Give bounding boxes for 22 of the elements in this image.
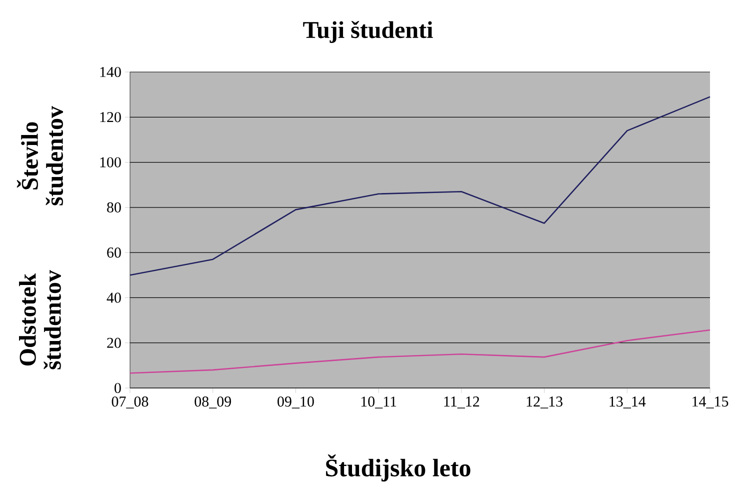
x-tick-label: 13_14 — [610, 396, 646, 408]
x-axis-title: Študijsko leto — [326, 454, 470, 482]
x-tick-label: 11_12 — [444, 396, 480, 408]
chart-title: Tuji študenti — [303, 20, 433, 44]
x-tick-label: 12_13 — [526, 396, 562, 408]
y-tick-label: 100 — [100, 157, 121, 168]
y-tick-label: 140 — [100, 66, 121, 78]
y-tick-label: 60 — [107, 248, 121, 258]
x-tick-label: 07_08 — [112, 396, 148, 408]
line-series — [129, 96, 711, 276]
y-axis-title: Število študentov — [16, 106, 64, 206]
x-tick-label: 09_10 — [278, 396, 314, 408]
y-tick-label: 0 — [114, 382, 121, 394]
y-tick-label: 40 — [106, 292, 121, 303]
x-tick-label: 08_09 — [194, 396, 231, 408]
y-tick-label: 120 — [100, 112, 121, 122]
x-tick-label: 10_11 — [361, 396, 396, 408]
line-series — [129, 329, 711, 374]
y2-axis-title: Odstotek študentov — [19, 270, 61, 370]
x-tick-label: 14_15 — [692, 396, 728, 408]
y-tick-label: 80 — [107, 202, 121, 212]
y-tick-label: 20 — [107, 338, 121, 348]
